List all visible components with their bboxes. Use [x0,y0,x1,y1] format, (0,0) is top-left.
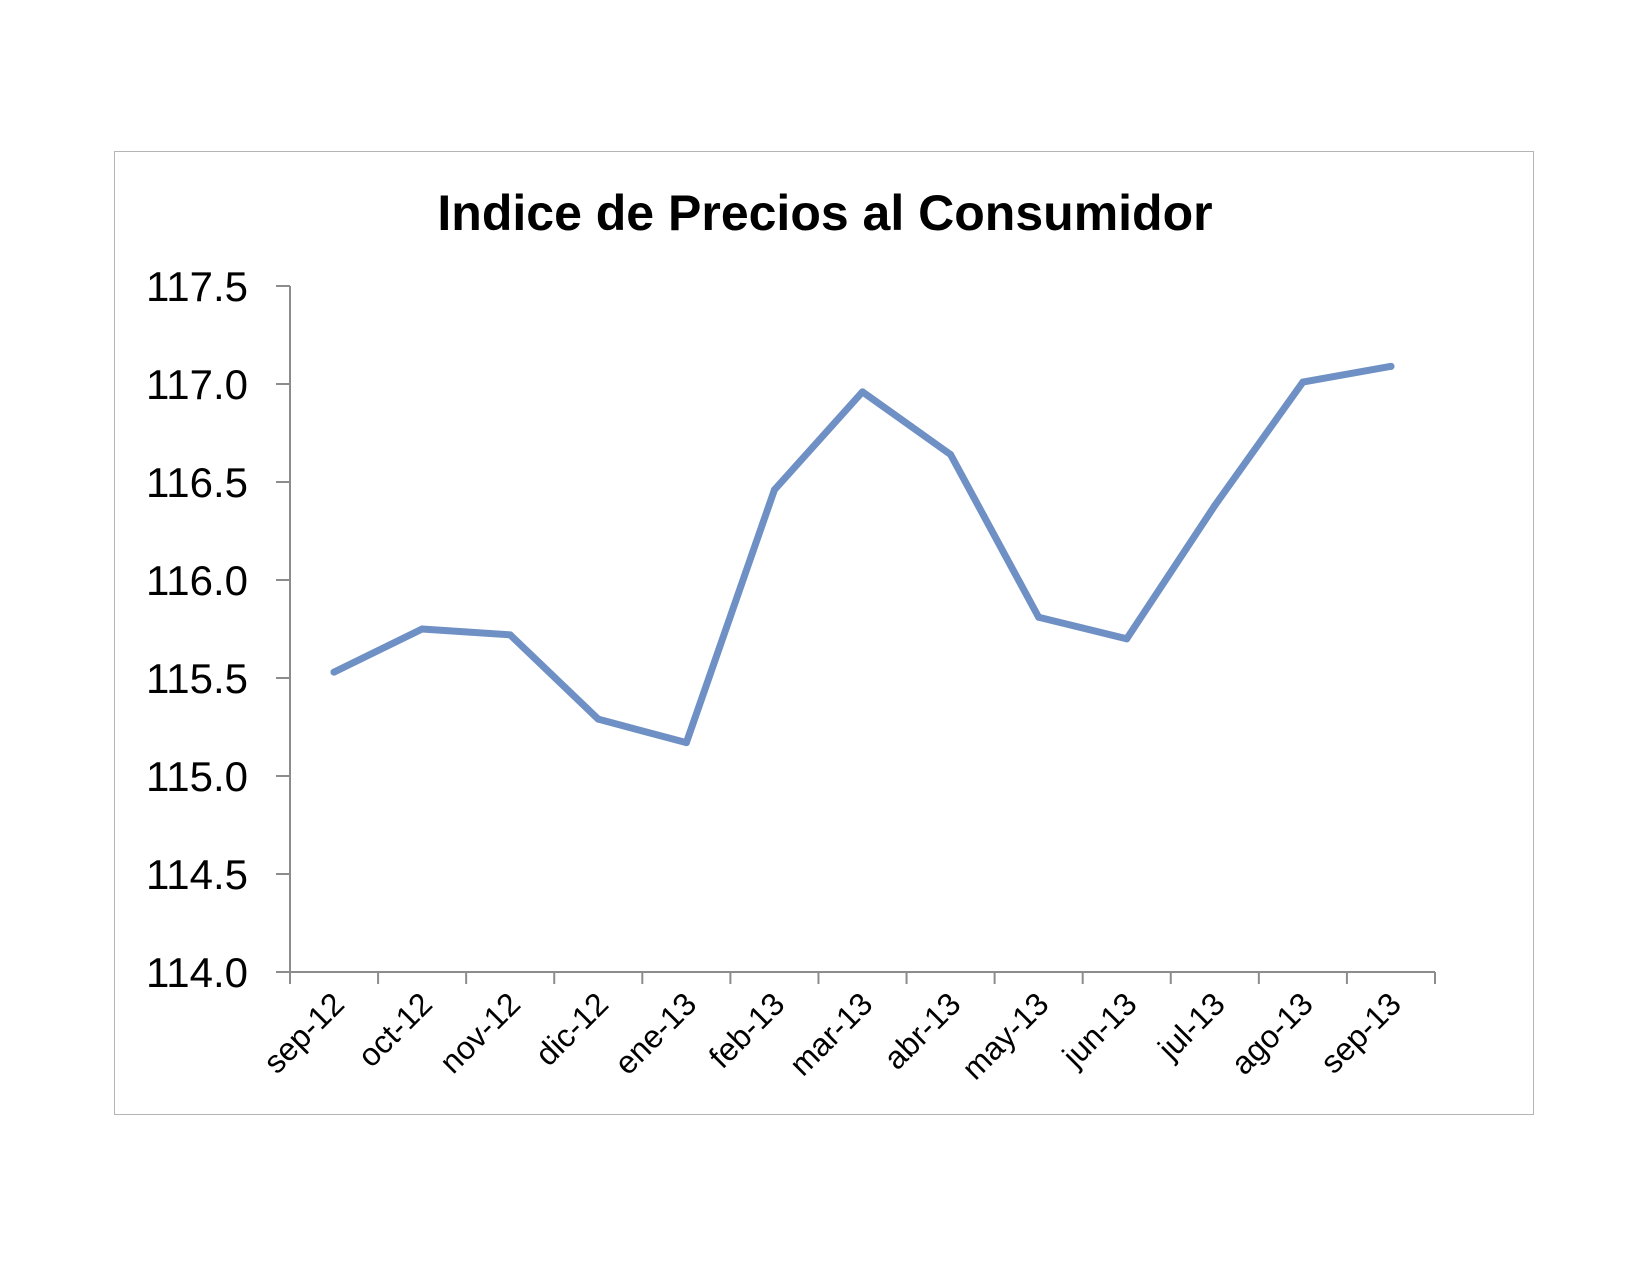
data-point [682,739,690,747]
x-tick-label: jul-13 [1150,985,1232,1067]
data-point [330,668,338,676]
data-point [859,388,866,396]
data-point [1211,502,1219,510]
data-point [1035,613,1043,621]
x-tick-label: abr-13 [877,985,968,1076]
chart-frame: Indice de Precios al Consumidor 114.0 114… [114,151,1534,1115]
y-tick-label: 115.5 [146,655,248,702]
data-point [506,631,514,639]
data-point [770,486,778,494]
data-point [1387,362,1395,370]
x-tick-label: sep-13 [1313,985,1408,1080]
x-tick-label: dic-12 [528,985,615,1072]
data-point [1299,378,1307,386]
x-tick-label: feb-13 [702,985,792,1075]
x-tick-label: nov-12 [433,985,528,1080]
x-tick-label: jun-13 [1055,985,1144,1074]
y-tick-label: 115.0 [146,753,248,800]
series-line [330,362,1395,747]
data-point [1123,635,1131,643]
x-tick-label: mar-13 [782,985,879,1082]
y-tick-label: 114.0 [146,949,248,996]
data-point [594,715,602,723]
data-point [418,625,426,633]
x-tick-label: ene-13 [607,985,703,1081]
line-chart: Indice de Precios al Consumidor 114.0114… [146,185,1436,1086]
series-group [330,362,1395,747]
y-tick-label: 114.5 [146,851,248,898]
y-tick-label: 117.0 [146,361,248,408]
data-point [947,451,955,459]
x-tick-label: ago-13 [1224,985,1320,1081]
y-tick-label: 117.5 [146,263,248,310]
chart-title: Indice de Precios al Consumidor [437,185,1212,241]
y-axis: 114.0 114.5 115.0 115.5 116.0 116.5 117.0 117.5 [146,263,291,996]
y-tick-label: 116.5 [146,459,248,506]
x-tick-label: may-13 [955,985,1056,1086]
x-tick-label: oct-12 [351,985,439,1073]
y-tick-label: 116.0 [146,557,248,604]
x-tick-label: sep-12 [256,985,351,1080]
